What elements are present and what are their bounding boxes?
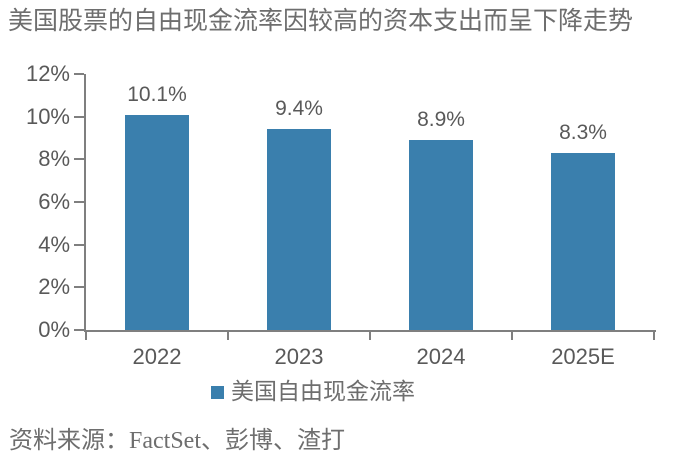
x-axis-label: 2024 [416, 344, 466, 369]
x-axis-label: 2025E [551, 344, 615, 369]
x-tick [227, 332, 229, 340]
chart-title: 美国股票的自由现金流率因较高的资本支出而呈下降走势 [8, 8, 634, 35]
bar-value-label: 8.3% [559, 120, 607, 144]
y-tick [74, 158, 84, 161]
y-axis-label: 10% [25, 103, 70, 129]
legend: 美国自由现金流率 [211, 379, 415, 405]
bar [267, 129, 331, 330]
bar [125, 114, 189, 330]
y-axis-label: 12% [25, 61, 70, 86]
bar-value-label: 10.1% [127, 82, 187, 106]
bar-value-label: 8.9% [417, 108, 465, 132]
x-axis-line [84, 330, 656, 332]
y-tick [74, 329, 84, 331]
y-axis-label: 8% [38, 146, 70, 172]
y-axis-line [84, 74, 86, 332]
legend-swatch-icon [211, 385, 224, 399]
x-axis-label: 2022 [132, 344, 182, 369]
x-tick [653, 332, 655, 340]
x-tick [369, 332, 371, 340]
bar-value-label: 9.4% [275, 97, 323, 121]
source-note: 资料来源：FactSet、彭博、渣打 [9, 428, 345, 454]
y-axis-label: 2% [38, 274, 70, 300]
bar [409, 140, 473, 330]
x-axis-label: 2023 [274, 344, 324, 369]
y-tick [74, 73, 84, 75]
bar [551, 152, 615, 330]
y-tick [74, 115, 84, 118]
legend-label: 美国自由现金流率 [231, 379, 415, 404]
y-tick [74, 201, 84, 203]
x-tick [85, 332, 87, 340]
y-tick [74, 243, 84, 246]
y-axis-label: 6% [38, 189, 70, 214]
y-tick [74, 286, 84, 289]
y-axis-label: 0% [38, 317, 70, 342]
y-axis-label: 4% [38, 231, 70, 257]
x-tick [511, 332, 513, 340]
